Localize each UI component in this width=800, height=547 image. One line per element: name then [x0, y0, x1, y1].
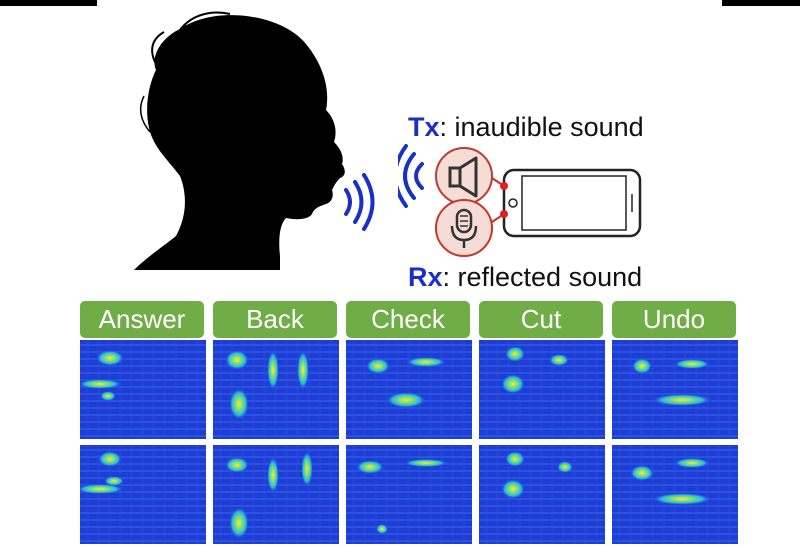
- speaker-icon: [435, 147, 493, 205]
- spectrogram-back-2: [213, 445, 339, 544]
- spectrogram-texture: [213, 340, 339, 439]
- spectrogram-texture: [612, 445, 738, 544]
- spectrogram-texture: [346, 445, 472, 544]
- tx-text: : inaudible sound: [439, 112, 644, 142]
- smartphone-icon: [500, 168, 642, 238]
- top-left-bar: [0, 0, 97, 6]
- spectrogram-answer-1: [80, 340, 206, 439]
- spectrogram-texture: [479, 445, 605, 544]
- top-right-bar: [722, 0, 800, 6]
- command-cut: Cut: [479, 301, 603, 338]
- spectrogram-check-2: [346, 445, 472, 544]
- command-back: Back: [213, 301, 337, 338]
- emitted-waves-icon: [398, 144, 424, 208]
- spectrogram-undo-2: [612, 445, 738, 544]
- person-silhouette-icon: [134, 11, 345, 270]
- rx-tag: Rx: [408, 262, 443, 292]
- spectrogram-back-1: [213, 340, 339, 439]
- microphone-icon: [435, 199, 493, 257]
- spectrogram-answer-2: [80, 445, 206, 544]
- command-check: Check: [346, 301, 470, 338]
- spectrogram-cut-1: [479, 340, 605, 439]
- voice-waves-icon: [344, 173, 375, 231]
- spectrogram-check-1: [346, 340, 472, 439]
- rx-label: Rx: reflected sound: [408, 262, 642, 293]
- spectrogram-texture: [213, 445, 339, 544]
- spectrogram-texture: [80, 340, 206, 439]
- command-answer: Answer: [80, 301, 204, 338]
- spectrogram-texture: [612, 340, 738, 439]
- spectrogram-cut-2: [479, 445, 605, 544]
- command-undo: Undo: [612, 301, 736, 338]
- spectrogram-texture: [346, 340, 472, 439]
- tx-tag: Tx: [408, 112, 440, 142]
- tx-label: Tx: inaudible sound: [408, 112, 644, 143]
- rx-text: : reflected sound: [442, 262, 643, 292]
- spectrogram-texture: [80, 445, 206, 544]
- smartphone-setup: [398, 144, 642, 257]
- spectrogram-texture: [479, 340, 605, 439]
- spectrogram-undo-1: [612, 340, 738, 439]
